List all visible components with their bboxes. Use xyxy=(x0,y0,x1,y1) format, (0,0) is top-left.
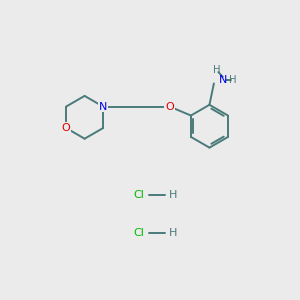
Text: H: H xyxy=(230,76,237,85)
Text: H: H xyxy=(213,65,220,75)
Text: Cl: Cl xyxy=(134,228,145,238)
Text: N: N xyxy=(99,102,107,112)
Text: O: O xyxy=(62,123,70,133)
Text: H: H xyxy=(169,190,178,200)
Text: Cl: Cl xyxy=(134,190,145,200)
Text: H: H xyxy=(169,228,178,238)
Text: N: N xyxy=(219,76,227,85)
Text: O: O xyxy=(165,102,174,112)
